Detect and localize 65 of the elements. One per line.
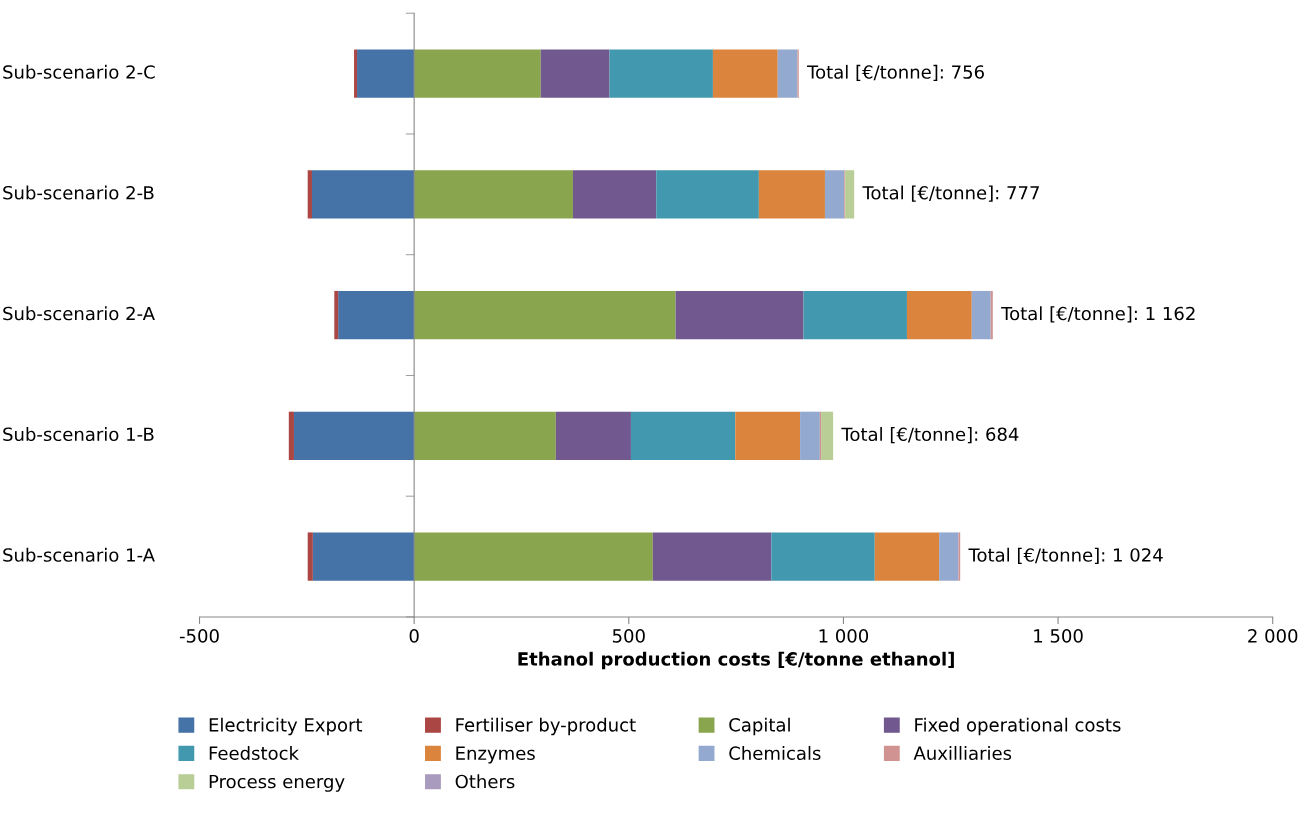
bar [354,49,358,98]
bar [712,49,778,98]
total-label: Total [€/tonne]: 756 [807,64,984,81]
bar [288,411,294,460]
y-tick-label: Sub-scenario 2-B [3,185,154,200]
bar [414,532,653,581]
x-tick-label: 500 [612,629,645,643]
x-tick-label: -500 [179,629,219,643]
total-label: Total [€/tonne]: 684 [841,427,1019,444]
bar [609,49,713,98]
legend-label: Electricity Export [209,717,363,736]
total-label: Total [€/tonne]: 1 024 [968,547,1163,564]
bar [824,170,845,219]
bar [800,411,820,460]
bar [312,532,415,581]
bar [311,170,415,219]
bar [971,290,991,340]
x-axis-title: Ethanol production costs [€/tonne ethanol] [518,651,954,670]
total-label: Total [€/tonne]: 777 [862,185,1039,202]
bar [414,49,541,98]
legend-label: Auxilliaries [913,746,1012,760]
bar [338,290,415,340]
bar [777,49,798,98]
bar [675,290,804,340]
bar [939,532,959,581]
bar [821,411,834,460]
bar [334,290,339,340]
bar [357,49,415,98]
legend-label: Fixed operational costs [915,717,1121,736]
legend-label: Others [455,774,515,789]
bar [656,170,759,219]
bar [771,532,875,581]
bar [906,290,972,340]
bar [803,290,907,340]
y-tick-label: Sub-scenario 2-A [3,306,155,321]
bar [414,411,556,460]
y-tick-label: Sub-scenario 1-A [3,547,155,562]
bar [874,532,940,581]
legend-label: Capital [729,717,790,736]
x-tick-label: 1 000 [819,629,869,643]
legend-label: Chemicals [729,746,821,760]
bar [307,532,313,581]
legend-label: Process energy [209,774,345,792]
bar [414,290,676,340]
bar [735,411,801,460]
bar [307,170,312,219]
bar [414,170,573,219]
bar [845,170,855,219]
legend-label: Fertiliser by-product [456,717,636,736]
bar [572,170,657,219]
bar [540,49,610,98]
x-tick-label: 2 000 [1248,629,1298,643]
legend-label: Feedstock [209,746,299,760]
x-tick-label: 1 500 [1034,629,1083,643]
bar [990,290,993,340]
bar [293,411,415,460]
x-tick-label: 0 [409,629,419,643]
y-tick-label: Sub-scenario 2-C [3,64,155,79]
y-tick-label: Sub-scenario 1-B [3,427,154,442]
legend-label: Enzymes [456,746,535,764]
bar [630,411,736,460]
bar [758,170,825,219]
bar [555,411,631,460]
bar [652,532,772,581]
total-label: Total [€/tonne]: 1 162 [1001,306,1195,323]
